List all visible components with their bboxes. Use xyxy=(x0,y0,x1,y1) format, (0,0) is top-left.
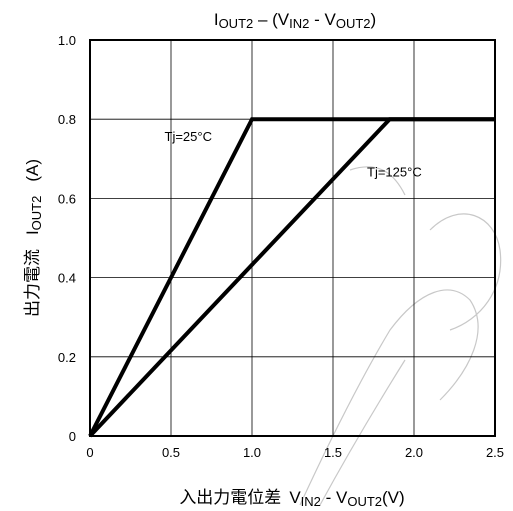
y-tick-label: 0.6 xyxy=(58,191,76,206)
series-label-2: Tj=125°C xyxy=(367,165,422,180)
x-tick-label: 2.0 xyxy=(405,445,423,460)
y-axis-label: 出力電流IOUT2(A) xyxy=(23,159,44,317)
x-tick-label: 1.0 xyxy=(243,445,261,460)
tick-labels: 0 0.5 1.0 1.5 2.0 2.5 0 0.2 0.4 0.6 0.8 1.0 xyxy=(58,33,504,460)
y-tick-label: 1.0 xyxy=(58,33,76,48)
series-line-2 xyxy=(88,117,495,438)
y-tick-label: 0 xyxy=(69,429,76,444)
x-axis-label: 入出力電位差 VIN2 - VOUT2(V) xyxy=(179,488,404,509)
y-tick-label: 0.8 xyxy=(58,112,76,127)
x-tick-label: 2.5 xyxy=(486,445,504,460)
chart-title: IOUT2 – (VIN2 - VOUT2) xyxy=(214,10,376,31)
grid xyxy=(90,40,495,436)
annotations: Tj=25°C Tj=125°C xyxy=(165,129,422,180)
y-tick-label: 0.2 xyxy=(58,350,76,365)
x-tick-label: 1.5 xyxy=(324,445,342,460)
plot-frame xyxy=(89,39,496,437)
watermark xyxy=(299,166,502,506)
series-label-1: Tj=25°C xyxy=(165,129,212,144)
x-tick-label: 0.5 xyxy=(162,445,180,460)
x-tick-label: 0 xyxy=(86,445,93,460)
series xyxy=(88,117,495,438)
y-tick-label: 0.4 xyxy=(58,271,76,286)
